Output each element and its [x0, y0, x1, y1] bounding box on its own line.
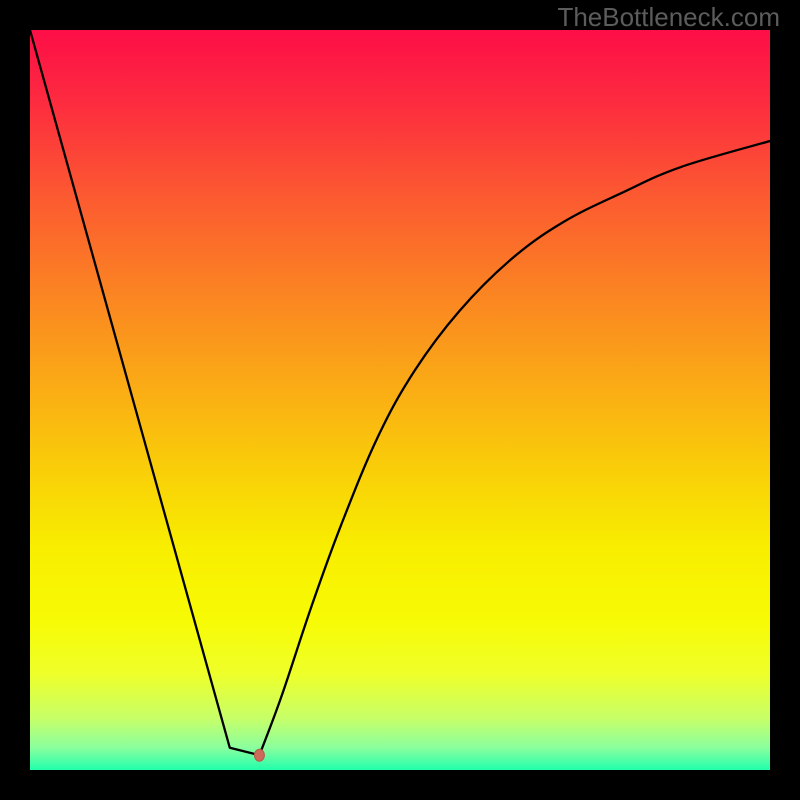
bottleneck-chart-svg: [0, 0, 800, 800]
chart-stage: TheBottleneck.com: [0, 0, 800, 800]
chart-background: [30, 30, 770, 770]
optimum-marker: [254, 749, 264, 761]
